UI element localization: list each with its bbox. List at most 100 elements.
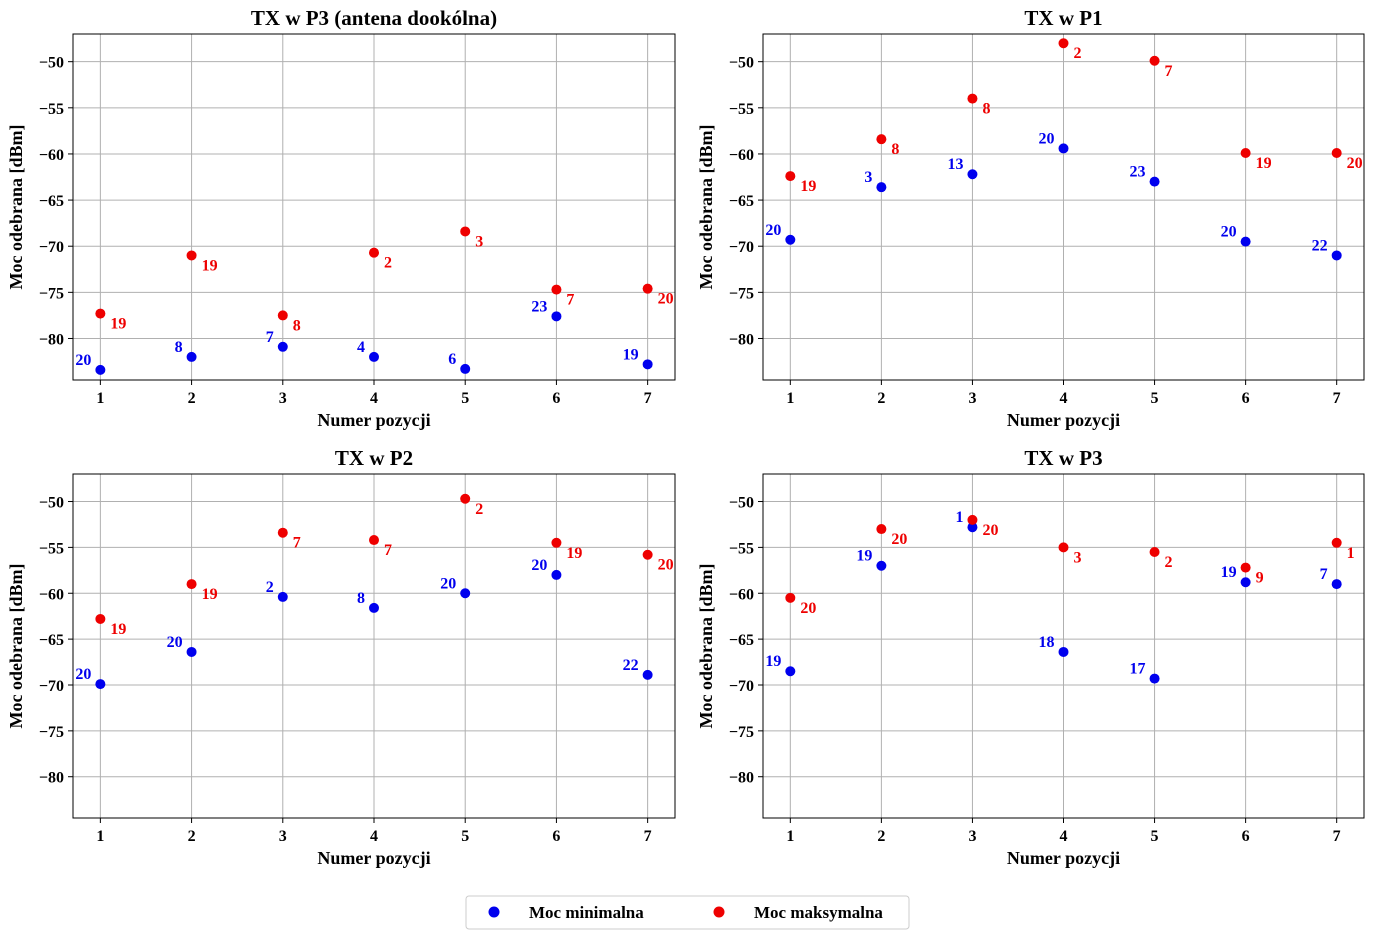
y-tick-label: −55 [39, 101, 64, 118]
max-point [277, 527, 288, 538]
max-point [95, 613, 106, 624]
min-point [1058, 646, 1069, 657]
x-tick-label: 5 [461, 390, 469, 407]
max-point [186, 579, 197, 590]
min-point-label: 19 [1221, 564, 1237, 581]
min-point-label: 18 [1039, 634, 1055, 651]
y-tick-label: −50 [39, 55, 64, 72]
max-point-label: 20 [982, 522, 998, 539]
max-point-label: 8 [293, 317, 301, 334]
max-point [186, 250, 197, 261]
max-point [460, 493, 471, 504]
chart-title: TX w P3 (antena dookólna) [251, 6, 497, 30]
max-point-label: 7 [566, 292, 574, 309]
x-tick-label: 1 [96, 390, 104, 407]
y-tick-label: −75 [39, 724, 64, 741]
max-point-label: 3 [1074, 549, 1082, 566]
max-point [369, 247, 379, 258]
min-point [1240, 577, 1251, 588]
min-point [876, 182, 887, 193]
max-point [369, 535, 379, 546]
max-point-label: 20 [891, 531, 907, 548]
y-tick-label: −80 [729, 331, 754, 348]
x-tick-label: 3 [279, 828, 287, 845]
y-tick-label: −50 [39, 495, 64, 512]
max-point [876, 134, 887, 145]
y-tick-label: −80 [39, 331, 64, 348]
min-point-label: 7 [1320, 566, 1328, 583]
max-point-label: 19 [800, 178, 816, 195]
x-tick-label: 4 [370, 390, 378, 407]
max-point [642, 283, 653, 294]
y-axis-label: Moc odebrana [dBm] [696, 125, 716, 290]
max-point [1240, 562, 1251, 573]
y-tick-label: −60 [39, 147, 64, 164]
max-point-label: 7 [384, 542, 392, 559]
y-tick-label: −65 [729, 193, 754, 210]
y-tick-label: −55 [39, 540, 64, 557]
max-point [642, 549, 653, 560]
max-point-label: 1 [1347, 545, 1355, 562]
x-axis-label: Numer pozycji [317, 848, 430, 868]
min-point-label: 23 [1130, 164, 1146, 181]
subplot-3: 1 2 3 4 5 6 7 −50 −55 −60 −65 −70 −75 −80 TX w P2 Numer… [6, 446, 676, 868]
chart-title: TX w P3 [1024, 446, 1102, 470]
x-tick-label: 7 [644, 390, 652, 407]
min-point-label: 20 [75, 352, 91, 369]
y-tick-label: −70 [729, 678, 754, 695]
min-point-label: 20 [440, 575, 456, 592]
min-point-label: 22 [623, 657, 639, 674]
min-point [1240, 236, 1251, 247]
x-tick-label: 2 [188, 390, 196, 407]
x-tick-label: 7 [644, 828, 652, 845]
max-point-label: 7 [293, 535, 301, 552]
x-tick-label: 2 [877, 390, 885, 407]
min-point [460, 363, 471, 374]
y-tick-label: −65 [729, 632, 754, 649]
max-point-label: 19 [566, 545, 582, 562]
min-point-label: 3 [864, 169, 872, 186]
max-point [551, 284, 562, 295]
x-tick-label: 3 [968, 390, 976, 407]
min-point [551, 311, 562, 322]
max-point-label: 20 [1347, 155, 1363, 172]
chart-title: TX w P2 [335, 446, 413, 470]
max-point [95, 308, 106, 319]
min-point-label: 8 [175, 339, 183, 356]
min-point [460, 588, 471, 599]
min-point-label: 20 [531, 557, 547, 574]
max-point [1240, 148, 1251, 159]
min-point [369, 351, 379, 362]
min-point-label: 19 [623, 346, 639, 363]
max-point-label: 19 [110, 316, 126, 333]
min-point-label: 8 [357, 590, 365, 607]
y-tick-label: −75 [729, 724, 754, 741]
x-tick-label: 2 [877, 828, 885, 845]
min-point-label: 22 [1312, 237, 1328, 254]
min-point-label: 20 [75, 666, 91, 683]
y-tick-label: −65 [39, 632, 64, 649]
max-point [876, 524, 887, 535]
min-point [186, 351, 197, 362]
x-tick-label: 7 [1333, 828, 1341, 845]
min-point [967, 522, 978, 533]
y-tick-label: −70 [39, 678, 64, 695]
y-tick-label: −50 [729, 495, 754, 512]
x-tick-label: 7 [1333, 390, 1341, 407]
max-point [1058, 542, 1069, 553]
min-point [785, 234, 796, 245]
x-tick-label: 4 [1060, 828, 1068, 845]
max-point-label: 19 [202, 586, 218, 603]
min-point-label: 1 [955, 509, 963, 526]
y-tick-label: −55 [729, 540, 754, 557]
y-tick-label: −50 [729, 55, 754, 72]
x-tick-label: 3 [968, 828, 976, 845]
x-tick-label: 5 [461, 828, 469, 845]
min-point [642, 669, 653, 680]
min-point-label: 7 [266, 329, 274, 346]
x-tick-label: 6 [1242, 390, 1250, 407]
min-point [186, 646, 197, 657]
x-tick-label: 4 [1060, 390, 1068, 407]
min-point-label: 20 [167, 634, 183, 651]
